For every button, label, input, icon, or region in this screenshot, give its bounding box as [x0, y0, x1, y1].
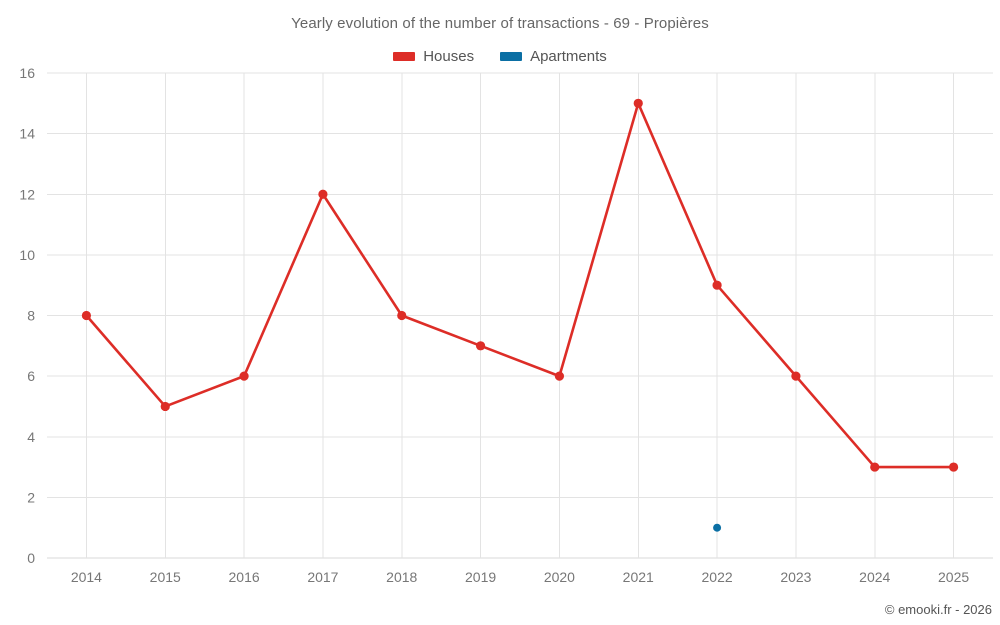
data-point-houses[interactable] [870, 462, 880, 472]
x-axis-tick-label: 2014 [71, 569, 102, 585]
y-axis-tick-label: 8 [27, 308, 35, 324]
legend-label-apartments: Apartments [530, 47, 607, 65]
data-point-houses[interactable] [554, 371, 565, 381]
x-axis-tick-label: 2025 [938, 569, 969, 585]
x-axis-tick-label: 2017 [307, 569, 338, 585]
x-axis-tick-label: 2021 [623, 569, 654, 585]
data-point-houses[interactable] [712, 280, 722, 290]
x-axis-tick-label: 2015 [150, 569, 181, 585]
data-point-houses[interactable] [318, 189, 328, 199]
data-point-houses[interactable] [397, 310, 407, 321]
series-line-houses [85, 102, 955, 469]
legend-item-apartments[interactable]: Apartments [500, 48, 607, 65]
data-point-houses[interactable] [791, 371, 801, 381]
chart-legend: Houses Apartments [0, 45, 1000, 67]
x-axis-tick-label: 2024 [859, 569, 890, 585]
chart-title: Yearly evolution of the number of transa… [291, 15, 709, 32]
x-axis-tick-label: 2016 [229, 569, 260, 585]
y-axis-tick-label: 0 [27, 550, 35, 566]
legend-swatch-houses [393, 51, 416, 61]
y-axis-tick-label: 6 [27, 368, 35, 384]
data-point-houses[interactable] [633, 98, 643, 108]
x-axis-tick-label: 2018 [386, 569, 417, 585]
y-axis-tick-label: 10 [19, 247, 35, 263]
legend-label-houses: Houses [423, 47, 475, 65]
data-point-houses[interactable] [475, 341, 486, 351]
data-point-houses[interactable] [160, 401, 170, 412]
x-axis-tick-label: 2020 [544, 569, 575, 585]
data-point-houses[interactable] [81, 310, 92, 321]
y-axis-tick-label: 4 [27, 429, 35, 445]
y-axis-tick-label: 14 [19, 126, 35, 142]
footer-credit: © emooki.fr - 2026 [884, 602, 992, 617]
y-axis-tick-label: 2 [27, 489, 35, 505]
y-axis-tick-label: 12 [19, 186, 35, 202]
x-axis-tick-label: 2023 [780, 569, 811, 585]
data-point-houses[interactable] [239, 371, 249, 381]
data-point-houses[interactable] [948, 462, 959, 472]
y-axis-tick-label: 16 [19, 65, 35, 81]
legend-swatch-apartments [500, 51, 523, 61]
data-point-apartments[interactable] [713, 523, 722, 532]
x-axis-tick-label: 2019 [465, 569, 496, 585]
x-axis-tick-label: 2022 [702, 569, 733, 585]
legend-item-houses[interactable]: Houses [393, 48, 474, 65]
